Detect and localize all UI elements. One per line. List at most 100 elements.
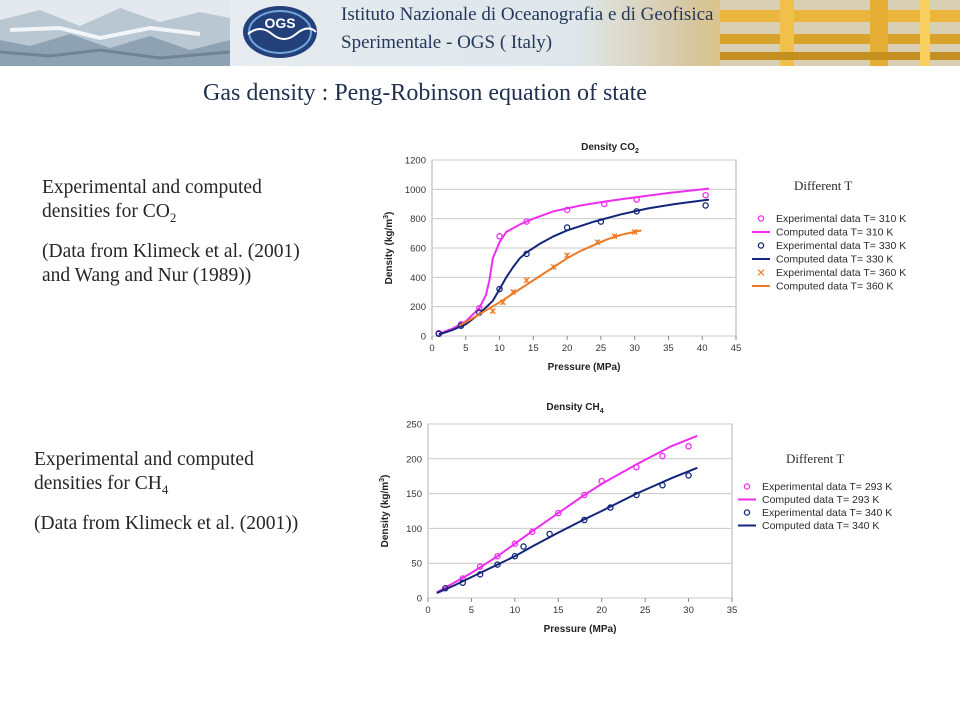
legend-label: Experimental data T= 293 K <box>762 481 892 493</box>
ch4-desc-text: Experimental and computed densities for … <box>34 449 254 494</box>
x-tick-label: 0 <box>425 605 430 616</box>
legend-label: Experimental data T= 360 K <box>776 267 906 279</box>
legend-label: Experimental data T= 330 K <box>776 240 906 252</box>
data-point <box>511 540 519 547</box>
x-tick-label: 40 <box>697 343 708 354</box>
data-point <box>685 443 692 450</box>
chart-title-subscript: 4 <box>600 408 604 415</box>
y-tick-label: 800 <box>410 214 426 225</box>
data-point <box>702 191 709 199</box>
legend-swatch <box>743 483 751 490</box>
y-axis-label-superscript: 3 <box>379 478 386 482</box>
legend-swatch <box>757 242 765 249</box>
y-tick-label: 0 <box>421 332 426 343</box>
legend-label: Computed data T= 310 K <box>776 227 893 239</box>
series-computed-data-t-340-k <box>436 466 698 595</box>
x-tick-label: 35 <box>727 605 738 616</box>
y-axis-label-superscript: 3 <box>383 215 390 219</box>
chart-title: Density CH4 <box>546 402 603 415</box>
data-point <box>523 277 530 284</box>
data-point <box>494 561 501 568</box>
y-axis-label: Density (kg/m3) <box>383 212 395 285</box>
page-title: Gas density : Peng-Robinson equation of … <box>203 80 647 106</box>
series-line <box>436 434 698 594</box>
series-line <box>438 187 710 335</box>
x-tick-label: 10 <box>510 605 521 616</box>
data-point <box>476 304 483 312</box>
x-axis-label: Pressure (MPa) <box>548 362 621 373</box>
header-banner <box>0 0 960 66</box>
x-tick-label: 25 <box>640 605 651 616</box>
cross-stroke <box>757 269 765 276</box>
y-tick-label: 1000 <box>405 185 426 196</box>
series-computed-data-t-310-k <box>438 187 710 335</box>
ch4-density-chart: 0 50 100 150 200 250 0 5 10 15 20 25 30 35 Density CH4… <box>379 402 892 635</box>
co2-desc-heading: Experimental and computed densities for … <box>42 176 332 230</box>
co2-density-chart: 0 200 400 600 800 1000 1200 0 5 10 15 20 25 30 35 40 45 D… <box>383 142 906 373</box>
legend-label: Computed data T= 330 K <box>776 254 893 266</box>
ch4-description: Experimental and computed densities for … <box>34 448 324 536</box>
co2-desc-subscript: 2 <box>169 209 177 225</box>
y-tick-label: 150 <box>406 489 422 500</box>
y-tick-label: 250 <box>406 420 422 431</box>
ogs-logo: OGS <box>243 6 317 58</box>
chart-title-subscript: 2 <box>635 148 639 155</box>
series-line <box>436 466 698 595</box>
series-computed-data-t-293-k <box>436 434 698 594</box>
x-tick-label: 35 <box>663 343 674 354</box>
chart-title: Density CO2 <box>581 142 639 155</box>
x-tick-label: 20 <box>596 605 607 616</box>
x-tick-label: 45 <box>731 343 742 354</box>
data-point <box>702 202 709 209</box>
co2-desc-text: Experimental and computed densities for … <box>42 177 262 222</box>
legend-swatch <box>743 509 751 516</box>
data-point <box>496 285 503 293</box>
x-tick-label: 25 <box>596 343 607 354</box>
data-point <box>496 233 503 240</box>
ch4-desc-subscript: 4 <box>161 481 169 497</box>
legend-label: Experimental data T= 310 K <box>776 213 906 225</box>
x-tick-label: 30 <box>683 605 694 616</box>
legend-label: Experimental data T= 340 K <box>762 507 892 519</box>
data-point <box>520 543 527 550</box>
y-axis-label-main: Density (kg/m <box>380 482 391 548</box>
institute-name-line2: Sperimentale - OGS ( Italy) <box>341 32 553 53</box>
data-point <box>659 452 666 460</box>
y-axis-label: Density (kg/m3) <box>379 475 391 548</box>
x-axis-label: Pressure (MPa) <box>544 624 617 635</box>
y-axis-label-end: ) <box>380 475 391 478</box>
co2-desc-reference: (Data from Klimeck et al. (2001) and Wan… <box>42 240 300 286</box>
x-tick-label: 30 <box>629 343 640 354</box>
legend-label: Computed data T= 360 K <box>776 281 893 293</box>
x-tick-label: 15 <box>528 343 539 354</box>
x-tick-label: 10 <box>494 343 505 354</box>
banner-photo-left <box>0 0 230 66</box>
data-point <box>555 509 562 517</box>
co2-description: Experimental and computed densities for … <box>42 176 332 288</box>
data-point <box>489 308 496 315</box>
chart-title-main: Density CO <box>581 142 635 153</box>
y-tick-label: 50 <box>411 559 422 570</box>
legend-swatch <box>757 269 765 276</box>
x-tick-label: 5 <box>463 343 468 354</box>
ch4-desc-heading: Experimental and computed densities for … <box>34 448 324 502</box>
y-tick-label: 100 <box>406 524 422 535</box>
y-axis-label-main: Density (kg/m <box>384 219 395 285</box>
x-tick-label: 20 <box>562 343 573 354</box>
data-point <box>511 552 519 560</box>
svg-text:OGS: OGS <box>264 15 295 31</box>
data-point <box>581 491 588 499</box>
y-tick-label: 0 <box>417 594 422 605</box>
legend-label: Computed data T= 293 K <box>762 494 879 506</box>
legend-swatch <box>757 215 765 222</box>
chart-title-main: Density CH <box>546 402 599 413</box>
ch4-desc-reference: (Data from Klimeck et al. (2001)) <box>34 512 299 534</box>
y-tick-label: 1200 <box>405 156 426 167</box>
x-tick-label: 0 <box>429 343 434 354</box>
data-point <box>494 552 501 560</box>
data-point <box>685 472 692 479</box>
y-axis-label-end: ) <box>384 212 395 215</box>
x-tick-label: 5 <box>469 605 474 616</box>
ch4-different-t-label: Different T <box>786 451 845 466</box>
series-computed-data-t-360-k <box>458 229 642 327</box>
